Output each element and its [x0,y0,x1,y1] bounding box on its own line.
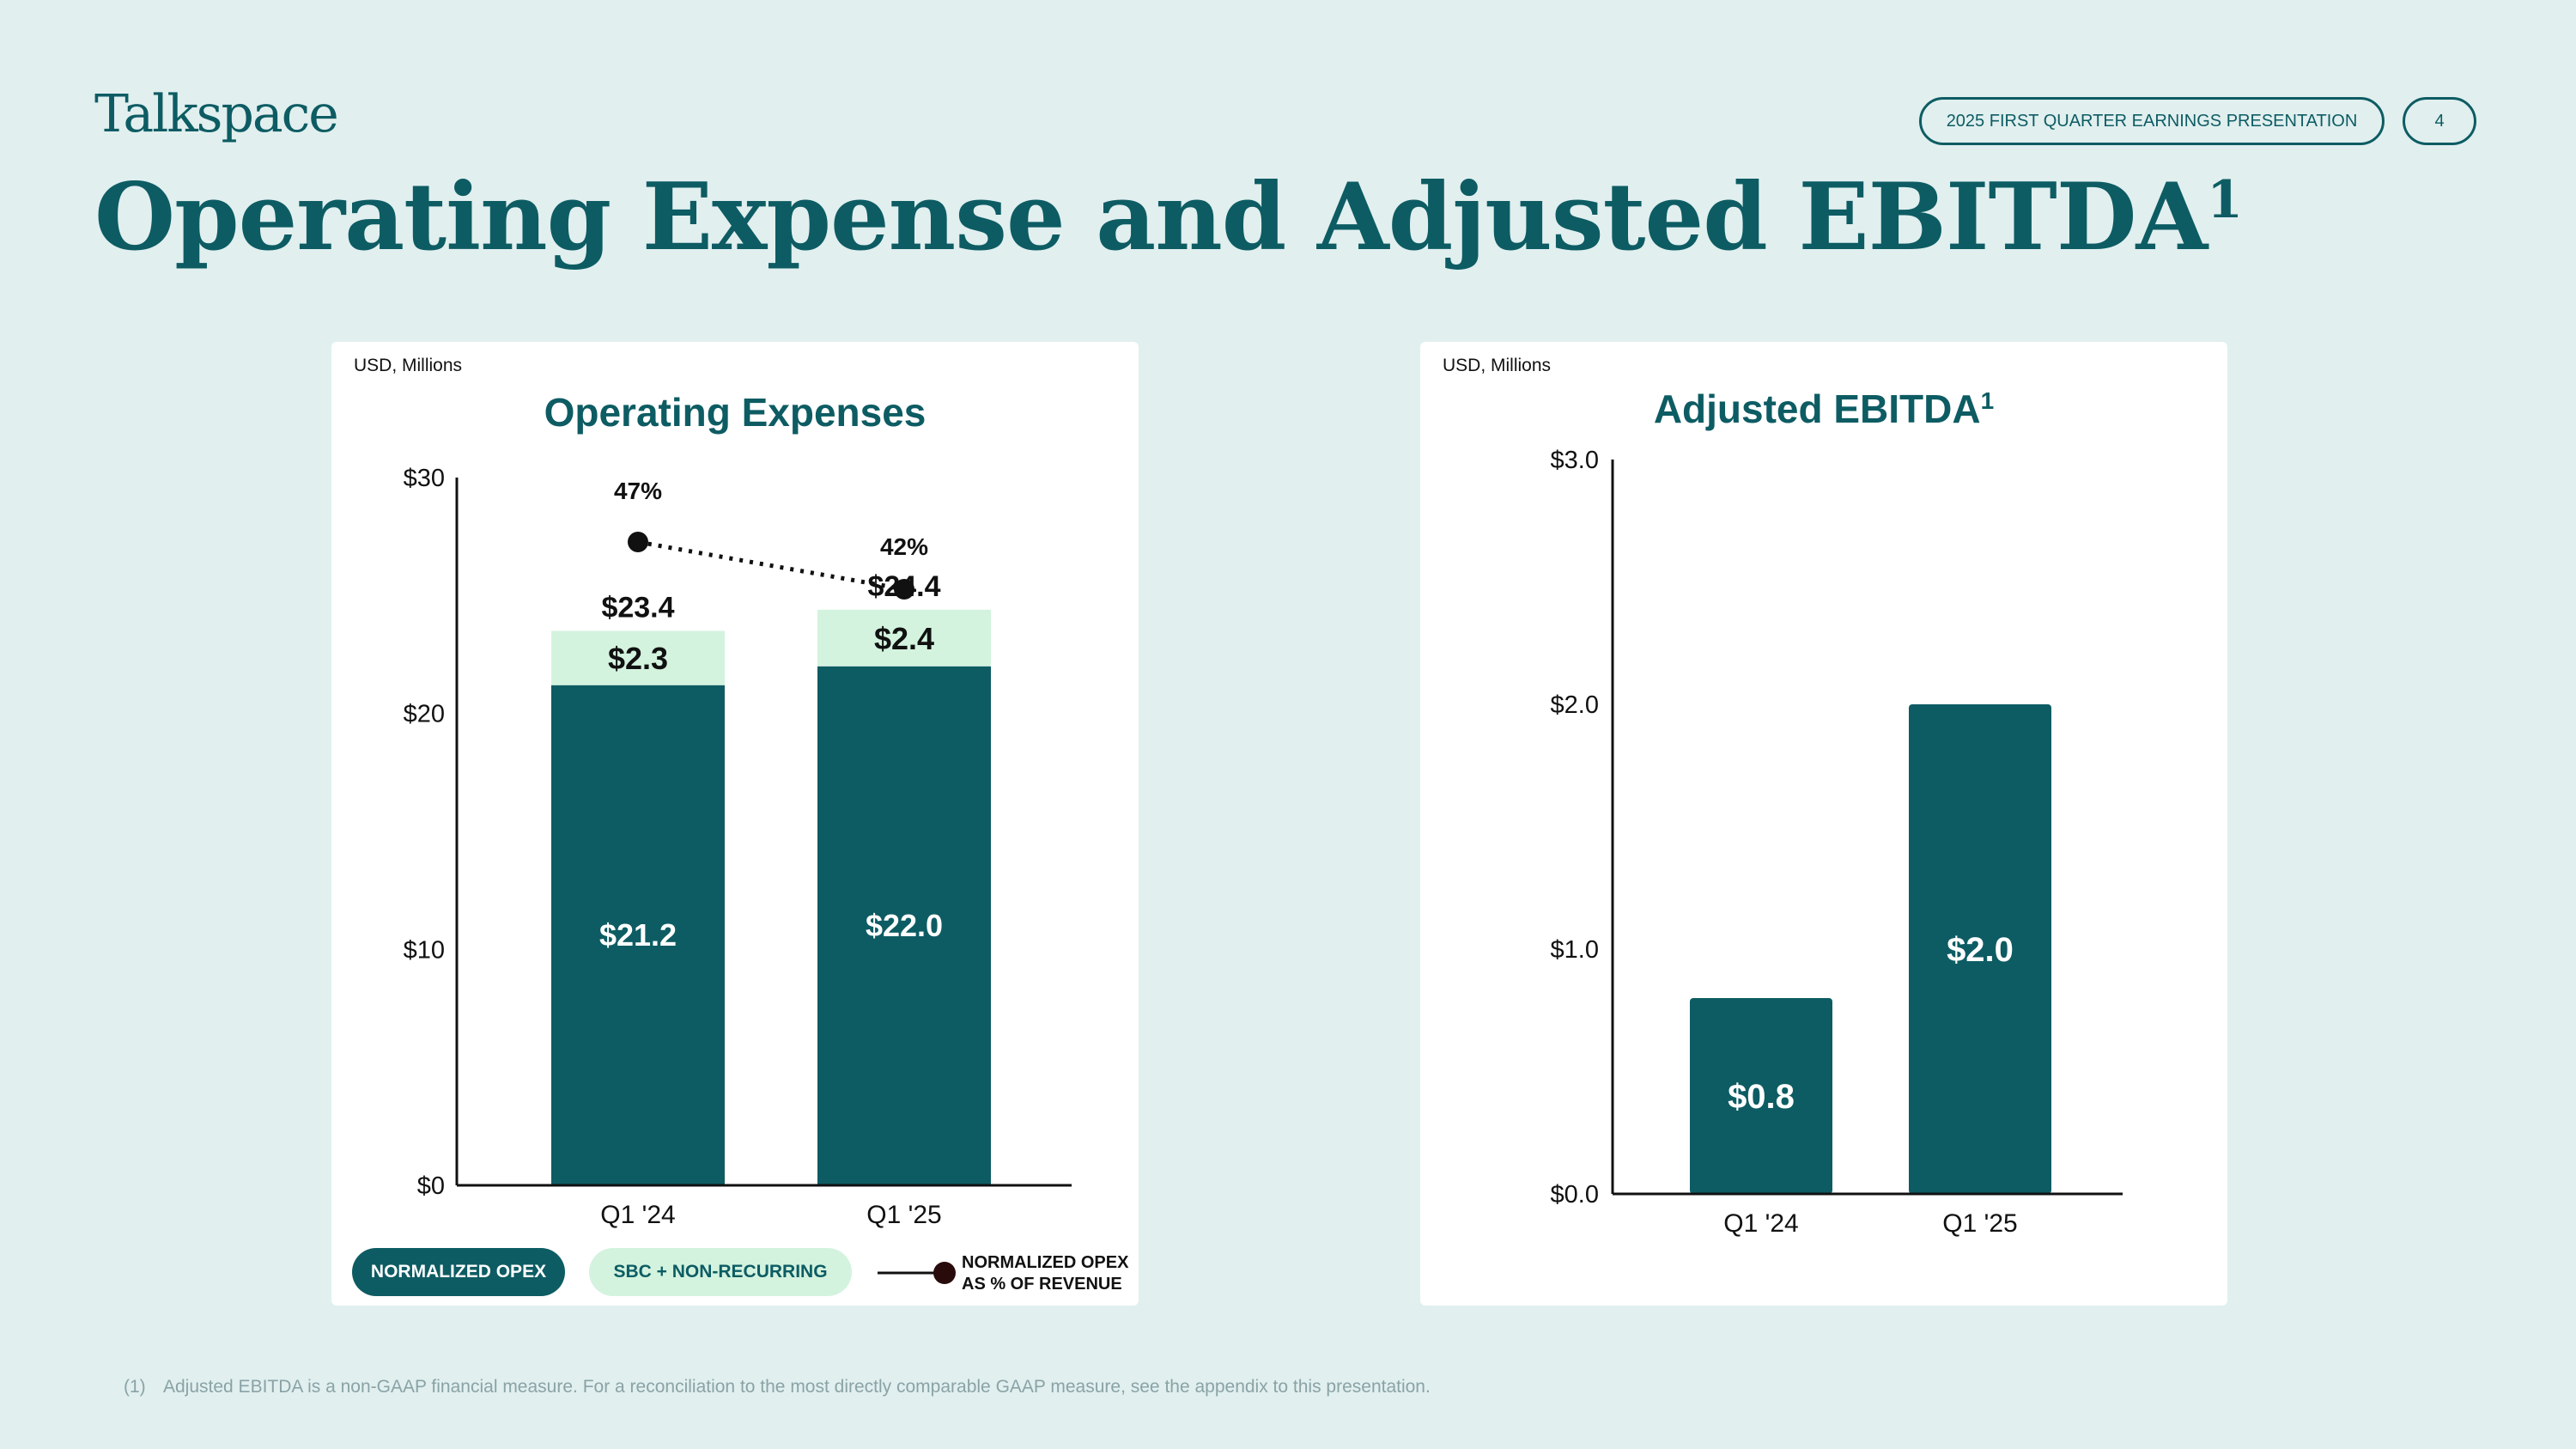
ebitda-bar [1909,704,2051,1194]
opex-bar-sbc-label: $2.4 [874,621,934,656]
opex-x-tick-label: Q1 '24 [600,1201,675,1229]
legend-line-label-1: NORMALIZED OPEX [962,1253,1129,1272]
opex-bar-normalized [817,666,991,1185]
opex-percent-label: 42% [880,533,928,560]
opex-units-label: USD, Millions [354,356,463,375]
legend-opex-percent-revenue: NORMALIZED OPEX AS % OF REVENUE [962,1252,1128,1295]
legend-line-marker-icon [878,1262,956,1284]
ebitda-y-tick-label: $1.0 [1551,936,1599,964]
company-logo: Talkspace [94,84,339,144]
ebitda-bar [1690,998,1832,1194]
opex-percent-point [628,532,648,552]
opex-bar-sbc-label: $2.3 [608,641,668,676]
adjusted-ebitda-chart: Adjusted EBITDA1 $0.0 $1.0 $2.0 $3.0 $0.8 Q1 '… [1551,387,2123,1238]
opex-bar-sbc [817,609,991,667]
opex-y-tick-label: $10 [404,936,445,964]
presentation-title-badge: 2025 FIRST QUARTER EARNINGS PRESENTATION [1919,97,2385,145]
opex-percent-line [637,539,905,592]
ebitda-y-tick-label: $2.0 [1551,691,1599,719]
operating-expenses-card: USD, Millions Operating Expenses $0 $10 $20… [331,342,1139,1306]
opex-bar-normalized-label: $21.2 [599,917,677,953]
opex-y-tick-label: $20 [404,701,445,728]
adjusted-ebitda-card: USD, Millions Adjusted EBITDA1 $0.0 $1.0 $2… [1420,342,2227,1306]
ebitda-y-tick-label: $3.0 [1551,447,1599,474]
opex-y-tick-label: $0 [417,1172,445,1200]
ebitda-units-label: USD, Millions [1443,356,1552,375]
ebitda-x-tick-label: Q1 '25 [1942,1209,2017,1238]
ebitda-chart-title-text: Adjusted EBITDA [1654,387,1981,431]
page-title-footnote-marker: 1 [2207,170,2243,230]
legend-normalized-opex: NORMALIZED OPEX [352,1248,565,1296]
ebitda-chart-title-footnote-marker: 1 [1981,387,1995,414]
footnote-text: Adjusted EBITDA is a non-GAAP financial … [163,1377,1431,1397]
opex-chart-title: Operating Expenses [544,390,927,435]
opex-percent-point [894,579,914,600]
ebitda-x-tick-label: Q1 '24 [1723,1209,1798,1238]
opex-bar-normalized-label: $22.0 [866,908,943,943]
page-number-badge: 4 [2403,97,2476,145]
ebitda-y-tick-label: $0.0 [1551,1181,1599,1209]
ebitda-bar-label: $2.0 [1947,931,2014,969]
opex-bar-sbc [551,630,725,685]
page-title: Operating Expense and Adjusted EBITDA1 [94,163,2243,271]
opex-y-tick-label: $30 [404,465,445,492]
page-title-text: Operating Expense and Adjusted EBITDA [94,163,2208,271]
opex-bar-normalized [551,685,725,1185]
opex-x-tick-label: Q1 '25 [866,1201,941,1229]
legend-sbc-non-recurring: SBC + NON-RECURRING [589,1248,852,1296]
legend-line-label-2: AS % OF REVENUE [962,1275,1122,1294]
footnote-number: (1) [124,1377,146,1397]
ebitda-chart-title: Adjusted EBITDA1 [1654,387,1994,431]
operating-expenses-chart: Operating Expenses $0 $10 $20 $30 $21.2 $2.3 $2… [404,390,1072,1229]
ebitda-bar-label: $0.8 [1728,1078,1795,1116]
opex-total-label: $23.4 [601,592,674,624]
opex-percent-label: 47% [614,478,662,504]
